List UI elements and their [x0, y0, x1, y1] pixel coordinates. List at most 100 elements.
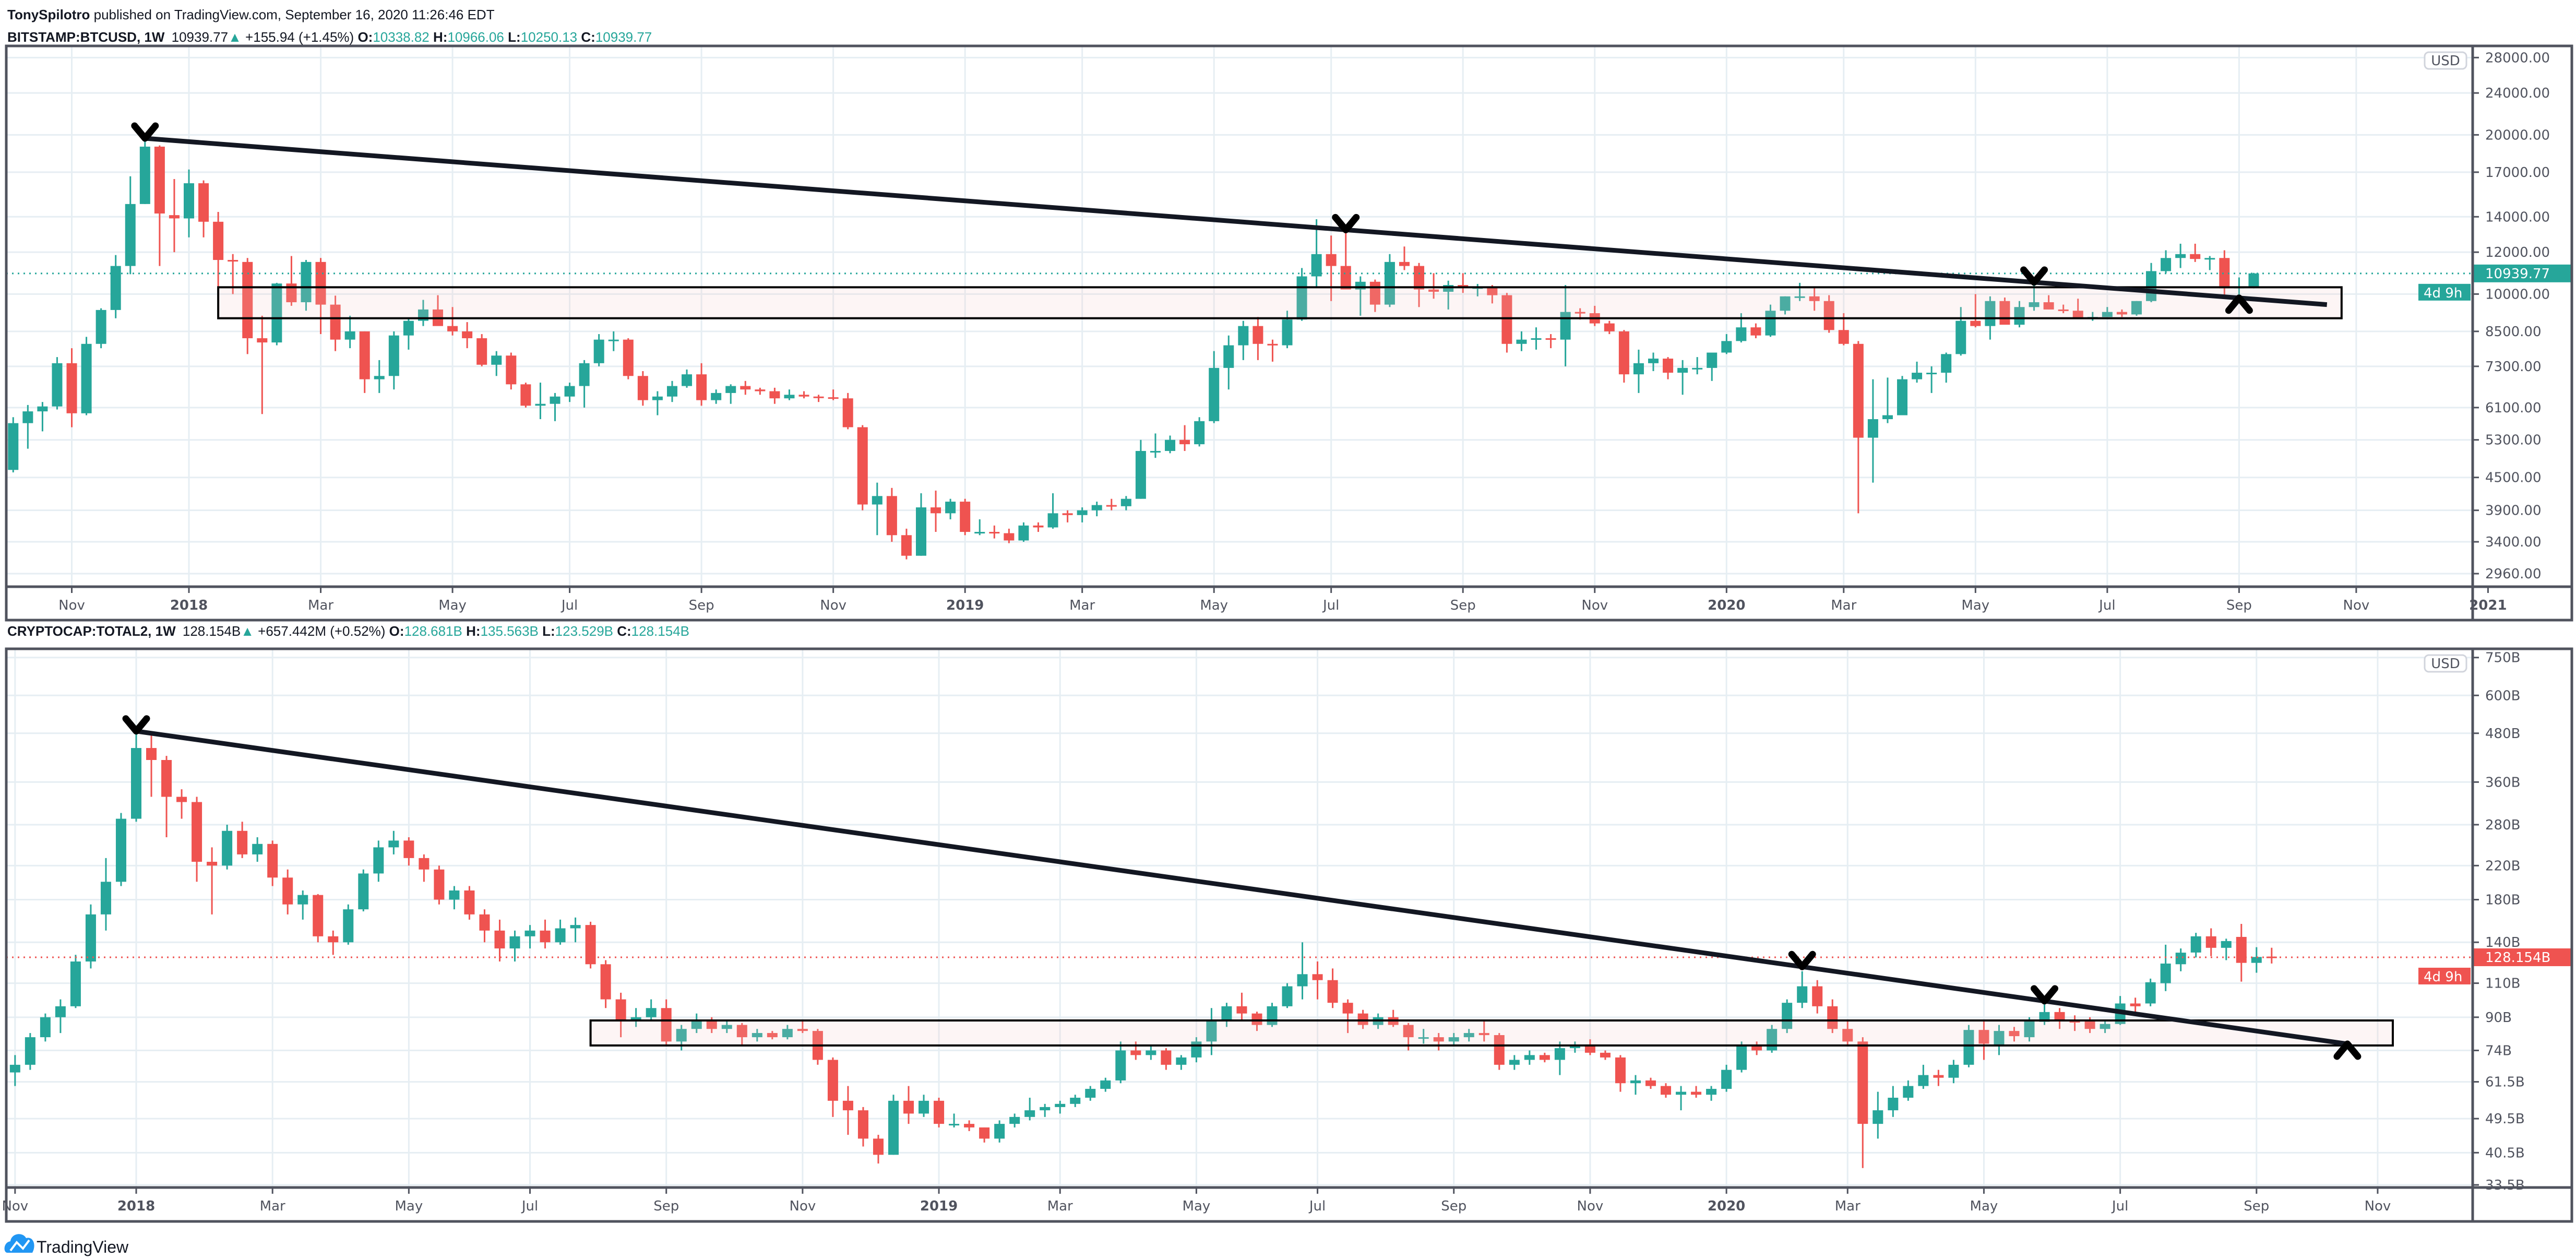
- candle-up: [1146, 1046, 1156, 1060]
- chevron-up-marker-icon[interactable]: [2225, 294, 2253, 314]
- symbol-title[interactable]: CRYPTOCAP:TOTAL2, 1W: [7, 623, 176, 639]
- time-tick-label: Nov: [2343, 598, 2370, 613]
- candle-up: [608, 331, 619, 351]
- time-axis[interactable]: Nov 2018 Mar May Jul Sep Nov 2019 Mar May Jul Sep No…: [58, 587, 2507, 613]
- candle-up: [682, 369, 693, 388]
- time-tick-label: Sep: [1441, 1198, 1466, 1214]
- candle-up: [115, 813, 126, 886]
- candle-body: [1146, 1050, 1156, 1055]
- candle-body: [1070, 1098, 1081, 1104]
- candle-down: [1823, 295, 1834, 333]
- price-tick-label: 7300.00: [2485, 359, 2542, 375]
- candle-up: [1194, 417, 1205, 447]
- candle-up: [945, 498, 956, 519]
- candle-body: [2190, 936, 2201, 953]
- candle-body: [2205, 936, 2216, 948]
- close-label: C:: [581, 29, 595, 45]
- price-tick-label: 3400.00: [2485, 535, 2542, 550]
- candle-body: [798, 395, 809, 397]
- candle-down: [330, 295, 341, 351]
- candle-body: [1340, 266, 1351, 290]
- candle-down: [1179, 425, 1190, 451]
- chevron-down-marker-icon[interactable]: [131, 122, 159, 142]
- price-axis[interactable]: 750B 600B 480B 360B 280B 220B 180B 140B 110B 90B 7…: [2418, 650, 2572, 1193]
- btcusd-chart-pane[interactable]: 28000.00 24000.00 20000.00 17000.00 14000.00…: [5, 44, 2573, 622]
- author-name[interactable]: TonySpilotro: [7, 7, 90, 22]
- candle-body: [1706, 1089, 1717, 1095]
- descending-trendline[interactable]: [145, 136, 2328, 307]
- candle-down: [267, 840, 278, 886]
- candle-body: [464, 890, 475, 914]
- total2-chart-pane[interactable]: 750B 600B 480B 360B 280B 220B 180B 140B 110B 90B 7…: [2, 647, 2573, 1223]
- candle-down: [769, 387, 780, 404]
- chevron-down-marker-icon[interactable]: [1332, 213, 1360, 233]
- candle-body: [646, 1008, 657, 1017]
- drawings[interactable]: [122, 715, 2394, 1060]
- support-zone-rectangle[interactable]: [589, 1019, 2394, 1047]
- candle-body: [1948, 1064, 1959, 1078]
- chevron-down-marker-icon[interactable]: [2031, 985, 2059, 1005]
- candle-body: [373, 847, 384, 874]
- candle-body: [509, 936, 520, 949]
- currency-button[interactable]: USD: [2424, 654, 2467, 673]
- price-tick-label: 4500.00: [2485, 470, 2542, 486]
- candle-up: [555, 919, 566, 945]
- candle-body: [1604, 323, 1615, 331]
- candle-up: [85, 904, 96, 969]
- candle-body: [125, 204, 136, 266]
- candle-up: [1120, 496, 1131, 510]
- candle-body: [1812, 986, 1823, 1006]
- descending-trendline[interactable]: [136, 729, 2348, 1047]
- drawings[interactable]: [131, 122, 2343, 319]
- candle-body: [8, 423, 19, 470]
- candle-body: [1135, 450, 1146, 499]
- candle-up: [1782, 999, 1793, 1034]
- candle-up: [2100, 1021, 2110, 1034]
- symbol-title[interactable]: BITSTAMP:BTCUSD, 1W: [7, 29, 165, 45]
- candle-down: [2072, 299, 2083, 318]
- time-axis[interactable]: Nov 2018 Mar May Jul Sep Nov 2019 Mar May Jul Sep No…: [2, 1187, 2391, 1214]
- candle-up: [1206, 1008, 1217, 1055]
- candle-up: [1209, 351, 1220, 423]
- candle-body: [1978, 1030, 1989, 1044]
- candle-body: [1236, 1006, 1247, 1014]
- pane-frame: [5, 44, 2573, 622]
- candle-body: [740, 386, 751, 390]
- candle-up: [1955, 307, 1966, 356]
- candle-down: [1970, 294, 1981, 328]
- price-tick-label: 74B: [2485, 1043, 2512, 1059]
- candle-body: [228, 260, 238, 262]
- candle-body: [2130, 1003, 2141, 1006]
- price-axis[interactable]: 28000.00 24000.00 20000.00 17000.00 14000.00…: [2418, 50, 2572, 582]
- time-tick-label: 2018: [170, 598, 208, 613]
- candle-body: [1842, 1029, 1853, 1042]
- price-tick-label: 20000.00: [2485, 127, 2550, 143]
- candle-body: [1897, 379, 1908, 415]
- grid: [6, 649, 2473, 1187]
- currency-button[interactable]: USD: [2424, 51, 2467, 70]
- candle-up: [1903, 1080, 1914, 1101]
- price-tick-label: 140B: [2485, 935, 2520, 951]
- candle-body: [237, 830, 248, 854]
- tradingview-logo[interactable]: TradingView: [4, 1234, 129, 1256]
- candle-down: [1751, 1041, 1762, 1055]
- chevron-down-marker-icon[interactable]: [122, 715, 150, 735]
- chevron-down-marker-icon[interactable]: [1788, 951, 1816, 970]
- candle-up: [1721, 1064, 1732, 1092]
- last-price: 128.154B: [183, 623, 241, 639]
- candle-body: [1176, 1057, 1187, 1065]
- candle-body: [2266, 956, 2277, 958]
- candle-down: [419, 854, 430, 882]
- candle-body: [931, 507, 941, 514]
- candle-body: [154, 146, 165, 214]
- candle-body: [1600, 1052, 1611, 1058]
- candle-body: [1630, 1080, 1641, 1084]
- candle-up: [509, 930, 520, 962]
- chevron-down-marker-icon[interactable]: [2020, 266, 2048, 286]
- chevron-up-marker-icon[interactable]: [2333, 1040, 2362, 1060]
- price-tick-label: 3900.00: [2485, 503, 2542, 519]
- time-tick-label: 2020: [1708, 598, 1745, 613]
- candle-body: [1707, 352, 1718, 368]
- support-zone-rectangle[interactable]: [217, 286, 2343, 319]
